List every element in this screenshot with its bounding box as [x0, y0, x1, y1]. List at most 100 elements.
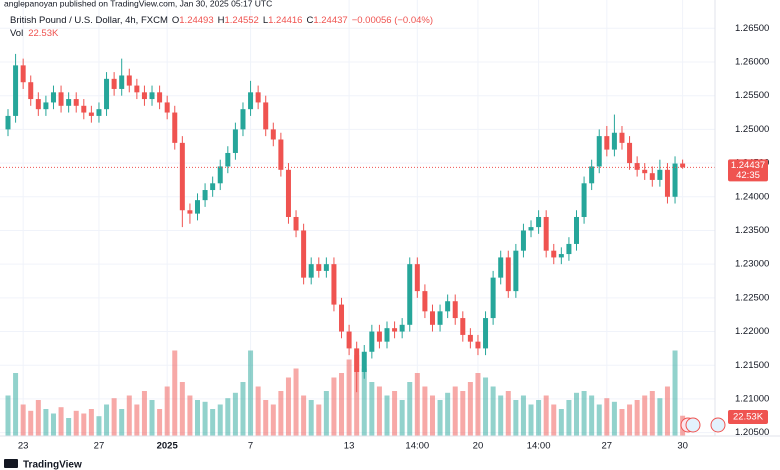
volume-bar: [392, 391, 398, 436]
candle-body: [179, 142, 185, 211]
candle-body: [58, 92, 64, 106]
volume-bar: [96, 416, 102, 436]
candle-body: [149, 92, 155, 100]
volume-bar: [649, 391, 655, 436]
volume-bar: [376, 386, 382, 436]
volume-bar: [528, 404, 534, 436]
volume-bar: [248, 350, 254, 436]
volume-bar: [270, 404, 276, 436]
candle-body: [475, 341, 481, 349]
volume-value: 22.53K: [28, 28, 59, 39]
volume-bar: [240, 382, 246, 436]
ohlc-value: 1.24552: [224, 15, 258, 26]
candle-body: [536, 216, 542, 228]
candle-body: [126, 75, 132, 86]
candle-body: [642, 169, 648, 174]
candle-body: [483, 318, 489, 349]
volume-layer: [5, 350, 686, 436]
candle-body: [354, 348, 360, 372]
x-tick-label: 20: [473, 441, 484, 452]
candle-body: [240, 109, 246, 130]
candle-body: [13, 65, 19, 116]
candle-body: [513, 250, 519, 292]
event-icon[interactable]: [710, 417, 726, 433]
volume-bar: [225, 398, 231, 436]
candle-body: [43, 102, 49, 110]
y-tick-label: 1.23000: [735, 259, 769, 270]
volume-bar: [58, 407, 64, 436]
candle-body: [119, 75, 125, 89]
candle-body: [543, 216, 549, 251]
volume-bar: [126, 395, 132, 436]
volume-legend: Vol 22.53K: [10, 28, 59, 39]
publish-line: anglepanoyan published on TradingView.co…: [4, 0, 272, 8]
candle-body: [445, 301, 451, 312]
volume-bar: [134, 404, 140, 436]
y-tick-label: 1.22500: [735, 292, 769, 303]
price-tag-value: 1.24437: [731, 160, 765, 171]
volume-bar: [346, 359, 352, 436]
candle-body: [672, 163, 678, 197]
candle-body: [134, 85, 140, 93]
change: −0.00056 (−0.04%): [352, 15, 433, 26]
candle-body: [172, 112, 178, 143]
volume-bar: [414, 373, 420, 436]
candle-body: [157, 92, 163, 103]
candle-body: [28, 82, 34, 100]
ohlc-value: 1.24437: [313, 15, 347, 26]
volume-bar: [452, 386, 458, 436]
volume-bar: [429, 395, 435, 436]
candle-body: [505, 257, 511, 292]
candle-body: [73, 99, 79, 106]
x-tick-label: 2025: [157, 441, 179, 452]
volume-bar: [157, 409, 163, 436]
volume-bar: [195, 400, 200, 436]
volume-bar: [263, 400, 269, 436]
candle-body: [634, 163, 640, 170]
volume-bar: [437, 400, 443, 436]
volume-bar: [13, 373, 19, 436]
x-tick-label: 13: [344, 441, 355, 452]
volume-bar: [179, 382, 185, 436]
price-tag: [728, 159, 768, 182]
volume-bar: [407, 382, 413, 436]
candle-body: [331, 264, 337, 305]
volume-bar: [285, 377, 291, 436]
volume-bar: [187, 395, 193, 436]
candle-body: [551, 250, 557, 258]
volume-bar: [574, 392, 579, 436]
volume-bar: [43, 409, 49, 436]
y-tick-label: 1.23500: [735, 225, 769, 236]
candle-body: [81, 105, 87, 113]
candle-body: [35, 99, 41, 110]
candle-body: [232, 129, 238, 153]
volume-bar: [543, 395, 549, 436]
y-tick-label: 1.24000: [735, 191, 769, 202]
volume-bar: [88, 409, 94, 436]
candle-body: [589, 166, 595, 184]
volume-bar: [141, 391, 147, 436]
volume-bar: [384, 395, 390, 436]
candle-body: [490, 277, 496, 319]
volume-bar: [445, 392, 451, 436]
candle-body: [627, 142, 633, 164]
candle-body: [574, 216, 579, 244]
volume-bar: [361, 368, 367, 436]
y-tick-label: 1.21000: [735, 393, 769, 404]
volume-bar: [627, 404, 633, 436]
volume-bar: [255, 386, 261, 436]
volume-bar: [81, 413, 87, 436]
volume-bar: [589, 395, 595, 436]
volume-bar: [149, 400, 155, 436]
x-tick-label: 27: [94, 441, 105, 452]
candle-body: [96, 109, 102, 116]
candle-body: [498, 257, 504, 278]
candle-body: [111, 78, 117, 89]
x-tick-label: 7: [248, 441, 253, 452]
volume-bar: [672, 350, 678, 436]
event-icon[interactable]: [685, 417, 701, 433]
legend-line: British Pound / U.S. Dollar, 4h, FXCM O1.…: [10, 15, 433, 26]
y-tick-label: 1.22000: [735, 326, 769, 337]
volume-bar: [119, 409, 125, 436]
